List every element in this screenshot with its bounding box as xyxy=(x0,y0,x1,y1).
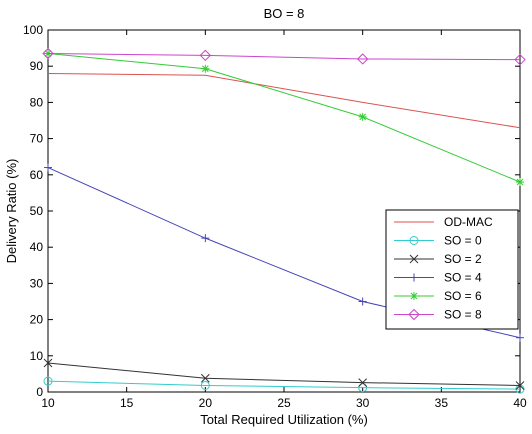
data-point xyxy=(358,378,368,387)
asterisk-marker-stroke xyxy=(410,292,418,300)
legend-marker xyxy=(410,292,418,300)
series-line xyxy=(47,72,521,129)
y-tick-label: 90 xyxy=(30,59,44,73)
data-point xyxy=(201,64,210,73)
x-tick-label: 40 xyxy=(513,396,527,410)
legend-label: SO = 4 xyxy=(444,271,482,285)
data-point xyxy=(199,49,212,62)
series-so-2 xyxy=(43,358,525,390)
data-point xyxy=(516,333,524,342)
x-marker-stroke xyxy=(358,378,368,387)
y-tick-label: 80 xyxy=(30,95,44,109)
y-tick-label: 100 xyxy=(23,23,43,37)
data-point xyxy=(44,163,52,172)
data-point xyxy=(516,178,524,187)
x-tick-label: 15 xyxy=(120,396,134,410)
x-marker-stroke xyxy=(409,254,419,264)
data-point xyxy=(514,53,526,66)
data-point xyxy=(358,297,367,306)
legend: OD-MAC SO = 0 SO = 2 SO = 4 SO = 6 SO = 8 xyxy=(385,209,519,330)
legend-marker xyxy=(409,254,419,264)
y-tick-label: 10 xyxy=(30,349,44,363)
legend-label: SO = 0 xyxy=(444,234,482,248)
legend-entry: SO = 2 xyxy=(394,252,482,266)
series-line xyxy=(47,53,521,183)
x-marker-stroke xyxy=(43,358,53,368)
asterisk-marker-stroke xyxy=(359,113,367,121)
x-tick-label: 20 xyxy=(199,396,213,410)
legend-label: SO = 8 xyxy=(444,308,482,322)
data-point xyxy=(515,381,525,390)
y-tick-label: 70 xyxy=(30,132,44,146)
asterisk-marker-stroke xyxy=(516,178,524,186)
legend-entry: SO = 0 xyxy=(394,234,482,248)
asterisk-marker-stroke xyxy=(201,65,209,73)
data-point xyxy=(201,234,210,243)
y-tick-label: 40 xyxy=(30,240,44,254)
data-point xyxy=(356,53,369,65)
series-line xyxy=(47,53,521,61)
legend-entry: SO = 6 xyxy=(394,289,482,303)
y-tick-label: 50 xyxy=(30,204,44,218)
series-line xyxy=(47,380,521,390)
legend-marker xyxy=(408,308,420,321)
y-tick-label: 30 xyxy=(30,276,44,290)
x-axis-label: Total Required Utilization (%) xyxy=(200,412,368,427)
legend-box xyxy=(385,209,519,330)
data-point xyxy=(358,112,367,121)
data-point xyxy=(200,373,210,383)
legend-label: SO = 6 xyxy=(444,289,482,303)
data-point xyxy=(42,47,54,60)
legend-label: OD-MAC xyxy=(444,215,493,229)
series-line xyxy=(47,362,521,386)
legend-entry: SO = 8 xyxy=(394,308,482,322)
data-point xyxy=(200,380,210,390)
y-tick-label: 0 xyxy=(36,385,43,399)
y-axis-label: Delivery Ratio (%) xyxy=(4,159,19,264)
data-point xyxy=(43,358,53,368)
legend-marker xyxy=(410,273,418,282)
x-tick-label: 35 xyxy=(435,396,449,410)
data-point xyxy=(43,376,53,386)
legend-label: SO = 2 xyxy=(444,252,482,266)
legend-entry: SO = 4 xyxy=(394,271,482,285)
series-so-8 xyxy=(42,47,526,66)
series-od-mac xyxy=(47,72,521,129)
legend-entry: OD-MAC xyxy=(394,215,493,229)
x-tick-label: 30 xyxy=(356,396,370,410)
legend-marker xyxy=(409,236,419,245)
series-so-6 xyxy=(44,49,524,187)
data-point xyxy=(358,383,368,393)
x-marker-stroke xyxy=(200,373,210,383)
y-tick-label: 60 xyxy=(30,168,44,182)
chart-title: BO = 8 xyxy=(264,6,305,21)
y-tick-label: 20 xyxy=(30,313,44,327)
x-tick-label: 10 xyxy=(41,396,55,410)
x-marker-stroke xyxy=(515,381,525,390)
x-tick-label: 25 xyxy=(277,396,291,410)
